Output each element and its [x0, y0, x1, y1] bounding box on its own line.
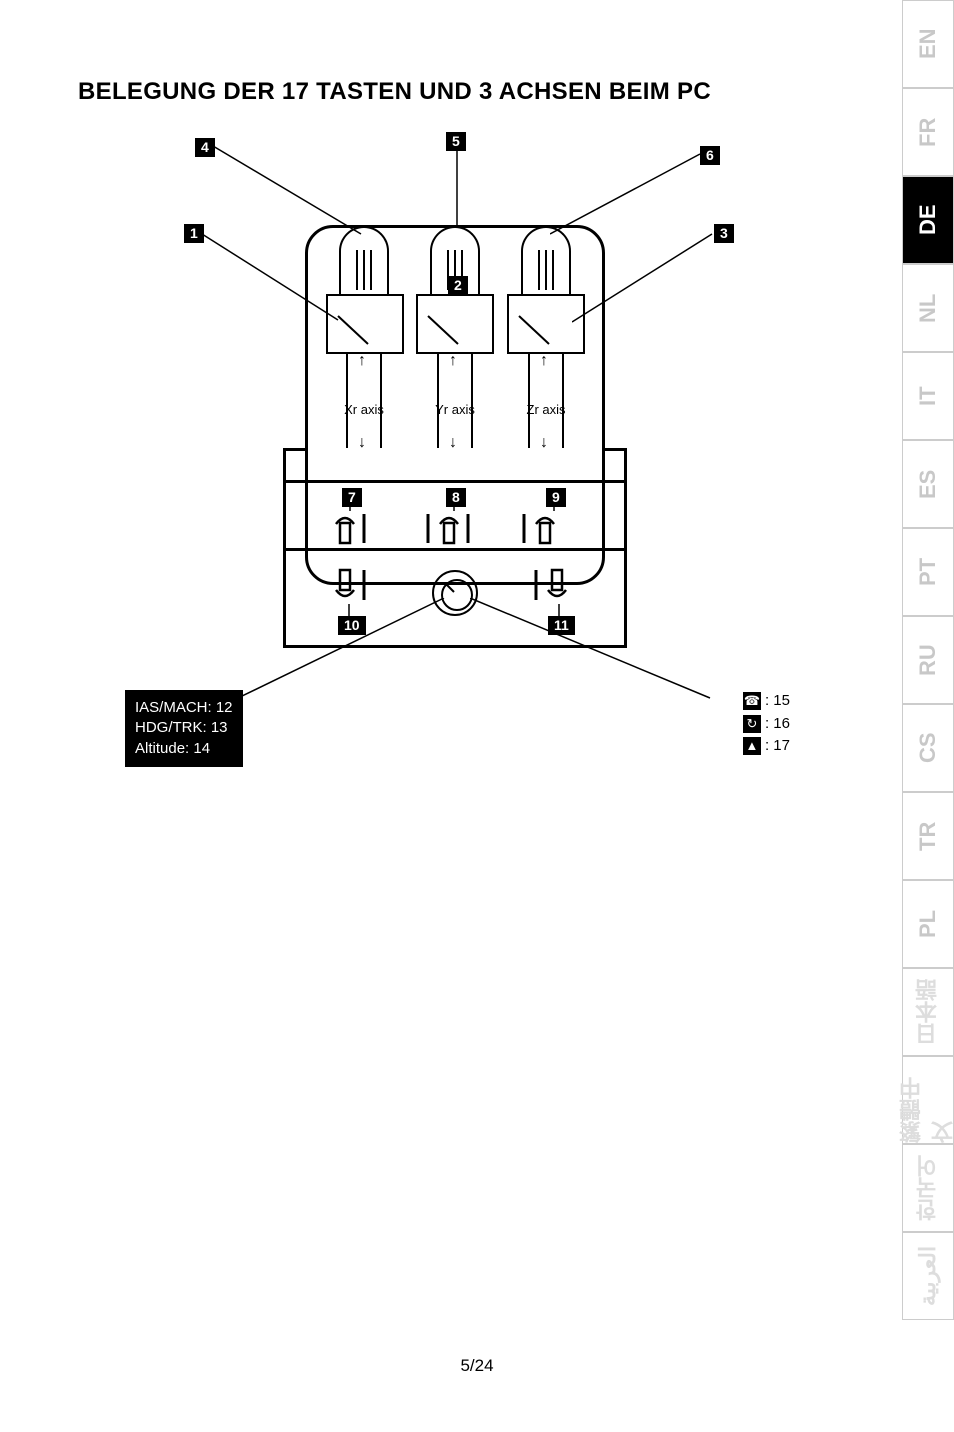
- legend-hdg: HDG/TRK: 13: [135, 718, 233, 738]
- toggle-7: [326, 508, 396, 550]
- right-legend-box: ☎: 15 ↻: 16 ▲: 17: [743, 690, 790, 758]
- lever-3-ridges: [528, 250, 564, 290]
- lever-2-grip-detail: [418, 296, 496, 356]
- lang-tab-한국어[interactable]: 한국어: [902, 1144, 954, 1232]
- callout-9-line: [553, 503, 556, 513]
- lang-tab-fr[interactable]: FR: [902, 88, 954, 176]
- lever-1-ridges: [346, 250, 382, 290]
- callout-1: 1: [184, 224, 204, 243]
- language-sidebar: ENFRDENLITESPTRUCSTRPL日本語繁體中文한국어العربية: [902, 0, 954, 1432]
- callout-8-line: [453, 503, 456, 513]
- callout-1-line: [202, 226, 342, 326]
- right-legend-line: [470, 598, 720, 708]
- axis-label-z: Zr axis: [516, 402, 576, 417]
- button-axis-diagram: ↑ ↓ Xr axis ↑ ↓ Yr axis ↑ ↓ Zr axis: [130, 130, 780, 720]
- toggle-8: [420, 508, 490, 550]
- lever-2-shaft: ↑ ↓: [437, 354, 473, 448]
- lang-tab-pt[interactable]: PT: [902, 528, 954, 616]
- lang-tab-it[interactable]: IT: [902, 352, 954, 440]
- toggle-9: [516, 508, 586, 550]
- legend-15: ☎: 15: [743, 690, 790, 713]
- lang-tab-ru[interactable]: RU: [902, 616, 954, 704]
- base-divider-top: [283, 480, 627, 483]
- lang-tab-日本語[interactable]: 日本語: [902, 968, 954, 1056]
- legend-16: ↻: 16: [743, 713, 790, 736]
- legend-17: ▲: 17: [743, 735, 790, 758]
- lang-tab-العربية[interactable]: العربية: [902, 1232, 954, 1320]
- person-icon: ▲: [743, 737, 761, 755]
- callout-7-line: [349, 503, 352, 513]
- lang-tab-pl[interactable]: PL: [902, 880, 954, 968]
- left-legend-line: [238, 598, 448, 708]
- axis-label-x: Xr axis: [334, 402, 394, 417]
- callout-4: 4: [195, 138, 215, 157]
- left-legend-box: IAS/MACH: 12 HDG/TRK: 13 Altitude: 14: [125, 690, 243, 767]
- lang-tab-nl[interactable]: NL: [902, 264, 954, 352]
- loop-icon: ↻: [743, 715, 761, 733]
- axis-label-y: Yr axis: [425, 402, 485, 417]
- page-title: BELEGUNG DER 17 TASTEN UND 3 ACHSEN BEIM…: [78, 78, 711, 106]
- lang-tab-tr[interactable]: TR: [902, 792, 954, 880]
- legend-altitude: Altitude: 14: [135, 739, 233, 759]
- legend-ias: IAS/MACH: 12: [135, 698, 233, 718]
- callout-2: 2: [448, 276, 468, 295]
- lever-2-grip: [416, 294, 494, 354]
- callout-5-line: [452, 148, 462, 230]
- lever-3-shaft: ↑ ↓: [528, 354, 564, 448]
- lever-1-shaft: ↑ ↓: [346, 354, 382, 448]
- page-number: 5/24: [460, 1356, 493, 1376]
- lang-tab-de[interactable]: DE: [902, 176, 954, 264]
- phone-icon: ☎: [743, 692, 761, 710]
- lang-tab-cs[interactable]: CS: [902, 704, 954, 792]
- lang-tab-繁體中文[interactable]: 繁體中文: [902, 1056, 954, 1144]
- callout-3-line: [572, 226, 722, 336]
- lang-tab-es[interactable]: ES: [902, 440, 954, 528]
- lang-tab-en[interactable]: EN: [902, 0, 954, 88]
